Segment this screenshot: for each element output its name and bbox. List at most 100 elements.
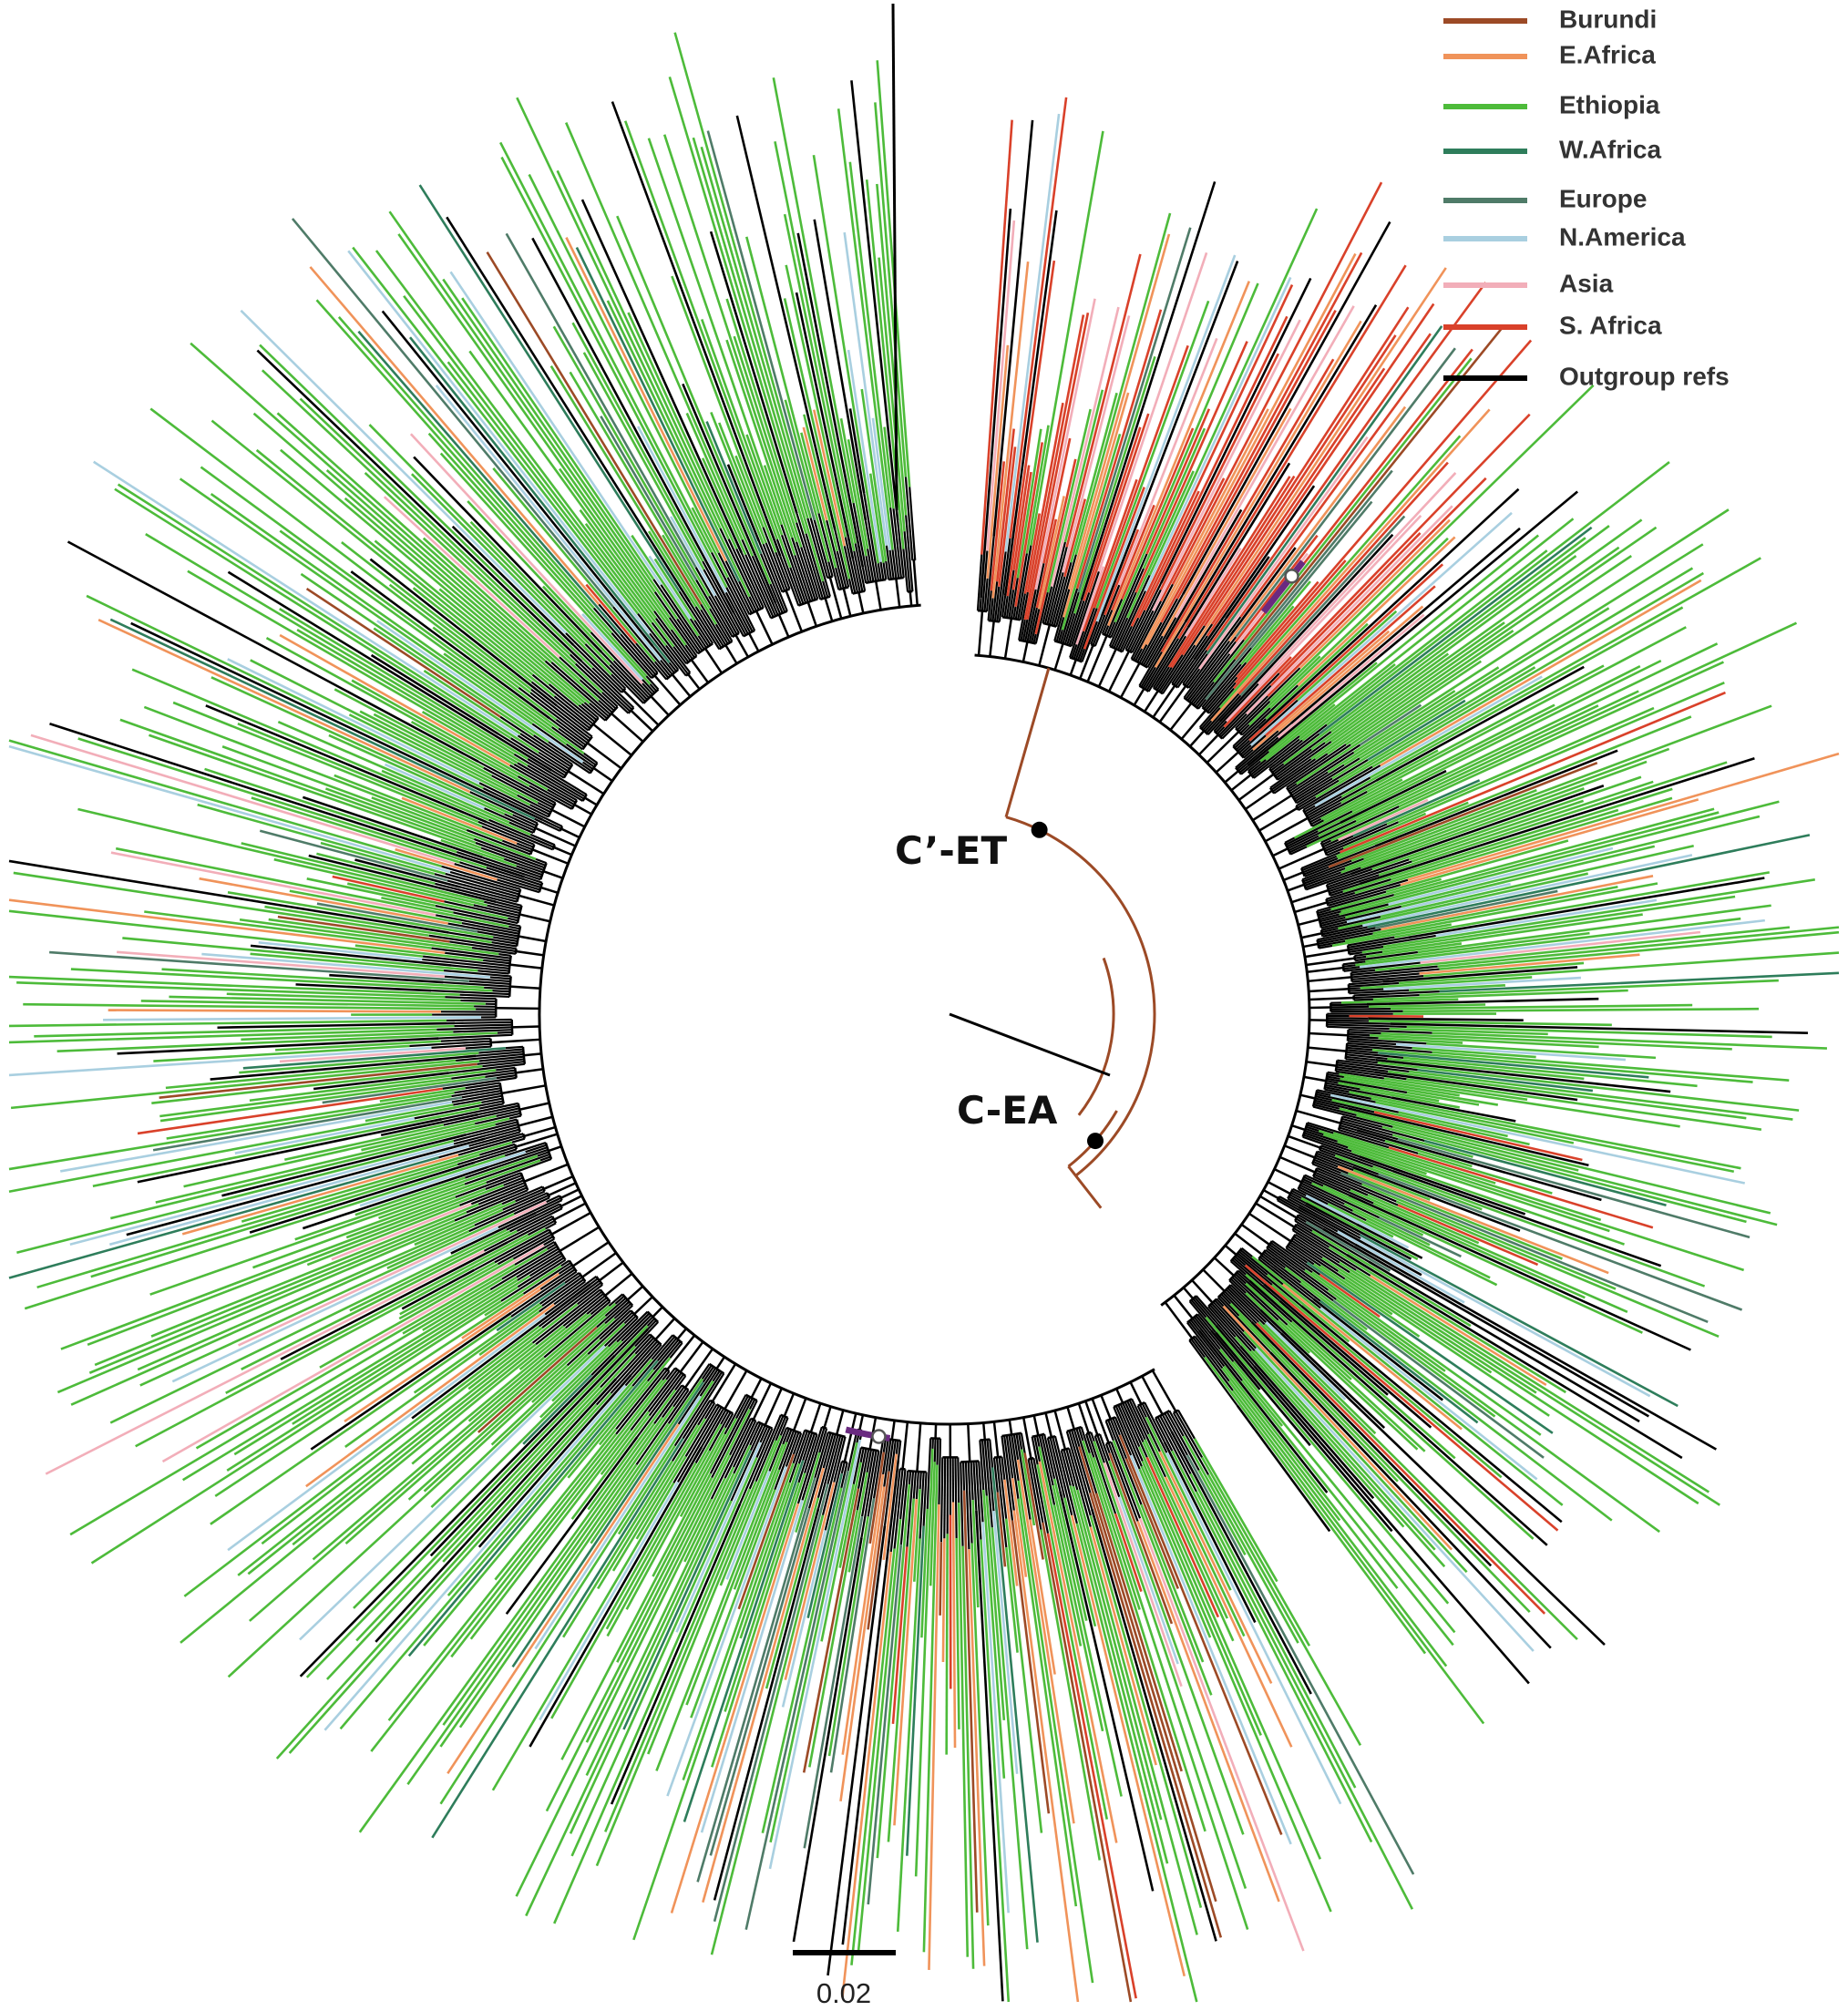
tip-branch [1340, 749, 1439, 805]
tip-branch [1229, 1302, 1531, 1614]
tip-branch [226, 992, 461, 1002]
tip-branch [378, 1159, 541, 1220]
tip-branch [252, 412, 590, 704]
branch [1107, 1442, 1139, 1522]
tip-branch [1229, 547, 1297, 636]
branch [695, 579, 734, 642]
branch [879, 561, 885, 580]
tip-branch [1083, 426, 1142, 601]
tip-branch [1265, 703, 1336, 761]
tip-branch [1340, 606, 1684, 798]
branch [1188, 641, 1237, 703]
branch [827, 561, 834, 577]
tip-branch [1355, 704, 1599, 822]
tip-branch [210, 1315, 512, 1525]
tip-branch [1271, 1284, 1503, 1479]
tip-branch [1248, 563, 1444, 742]
branch [1235, 730, 1279, 769]
tip-branch [1401, 845, 1656, 908]
branch [676, 1328, 688, 1340]
tip-branch [442, 1352, 637, 1563]
tip-branch [1046, 408, 1092, 593]
tip-branch [376, 620, 584, 764]
tip-branch [709, 1508, 811, 1856]
tip-branch [541, 585, 615, 662]
tip-branch [1104, 528, 1140, 616]
branch [1298, 918, 1320, 927]
branch [577, 1283, 603, 1306]
branch [689, 618, 710, 647]
tip-branch [159, 1075, 486, 1123]
branch [591, 667, 635, 709]
tip-branch [165, 1059, 457, 1090]
branch [453, 1029, 513, 1033]
branch [985, 536, 995, 612]
branch [1001, 1456, 1006, 1481]
branch [1212, 1301, 1258, 1349]
branch [1313, 1103, 1357, 1117]
branch [1319, 944, 1333, 949]
tip-branch [1234, 1336, 1405, 1528]
tip-branch [316, 852, 436, 886]
branch [1052, 1436, 1073, 1516]
tip-branch [745, 236, 820, 514]
branch [534, 817, 561, 832]
tip-branch [1215, 1324, 1393, 1533]
branch [768, 1427, 788, 1472]
branch [936, 1438, 939, 1465]
tip-branch [992, 1511, 1019, 1774]
branch [1217, 725, 1226, 735]
branch [775, 551, 791, 590]
tip-branch [407, 1322, 606, 1501]
tip-branch [247, 1343, 537, 1575]
branch [1060, 1450, 1072, 1486]
tip-branch [344, 1305, 543, 1448]
tip-branch [1184, 304, 1378, 623]
branch-arc [589, 762, 599, 775]
branch [475, 841, 546, 869]
tip-branch [447, 361, 667, 647]
branch [796, 1426, 823, 1504]
tip-branch [1332, 1299, 1545, 1459]
branch [688, 601, 721, 650]
branch [1241, 734, 1267, 757]
branch [630, 1342, 661, 1376]
tip-branch [1391, 1096, 1516, 1123]
tip-branch [1370, 1274, 1547, 1387]
tip-branch [539, 1340, 618, 1419]
branch [1199, 687, 1235, 728]
branch [414, 1100, 504, 1120]
branch [431, 947, 511, 959]
branch [1322, 838, 1340, 848]
tip-branch [1248, 1279, 1548, 1546]
tip-branch [130, 621, 544, 821]
tip-branch [1381, 913, 1643, 953]
tip-branch [1398, 682, 1725, 824]
branch [1079, 648, 1086, 662]
branch [1220, 1293, 1232, 1305]
branch [1243, 749, 1254, 759]
tip-branch [1263, 1283, 1432, 1429]
branch [1113, 1406, 1141, 1470]
branch [826, 519, 845, 589]
tip-branch [1370, 557, 1761, 779]
tip-branch [709, 231, 798, 514]
tip-branch [1063, 392, 1130, 618]
branch [453, 1125, 519, 1145]
branch [448, 1062, 525, 1074]
branch [1173, 635, 1208, 686]
branch [1339, 1126, 1386, 1143]
tip-branch [344, 1315, 607, 1545]
tip-branch [1334, 1154, 1483, 1211]
tip-branch [991, 1467, 1039, 1943]
tip-branch [1388, 846, 1614, 906]
tip-branch [745, 434, 784, 536]
tip-branch [1402, 1007, 1760, 1013]
branch [443, 980, 510, 988]
branch [697, 1401, 714, 1426]
branch [1235, 727, 1260, 751]
branch [1288, 1195, 1361, 1236]
tip-branch [469, 520, 611, 666]
tip-branch [422, 1288, 491, 1331]
branch [523, 1052, 542, 1057]
